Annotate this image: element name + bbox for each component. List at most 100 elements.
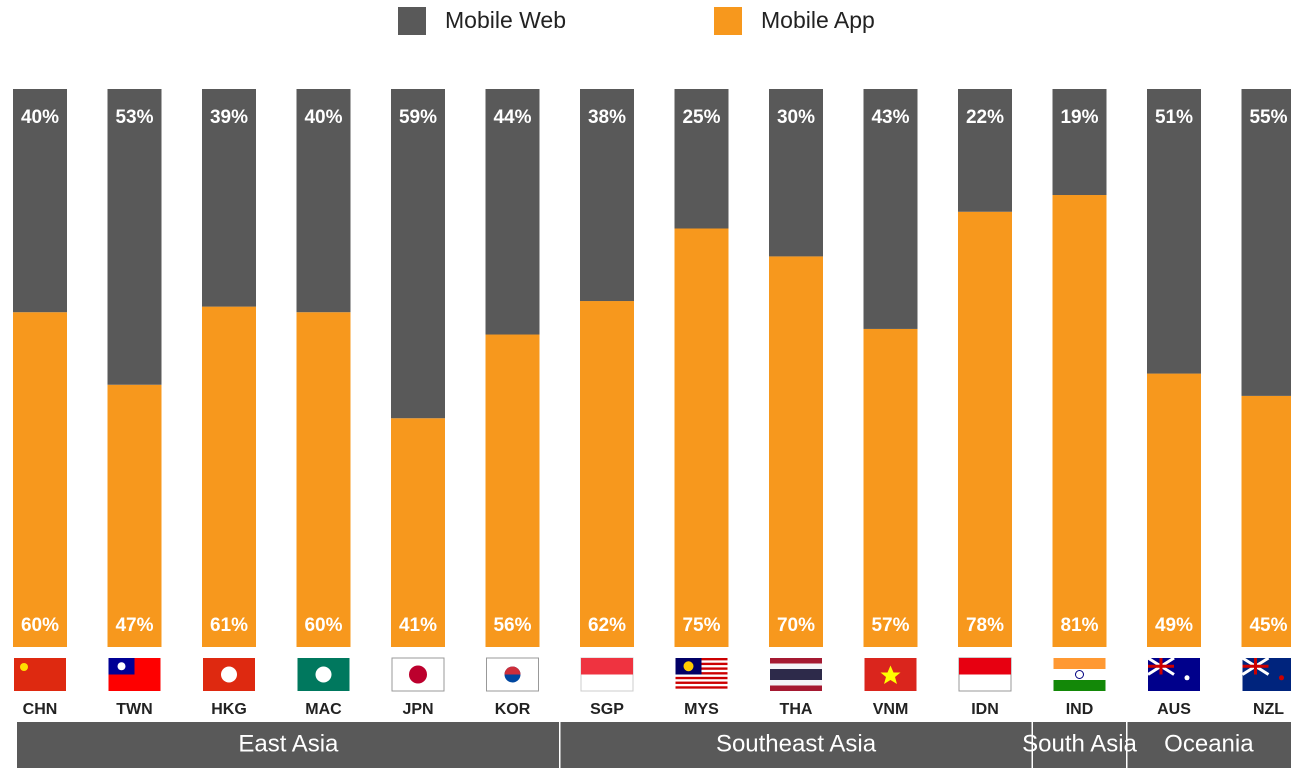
value-label: 25%	[682, 107, 720, 128]
bar-segment	[1147, 89, 1201, 374]
flag	[1279, 675, 1284, 681]
bar-segment	[1147, 373, 1201, 647]
category-label: IDN	[971, 701, 999, 718]
flag	[675, 676, 728, 680]
flag	[1053, 680, 1106, 691]
flag	[959, 658, 1011, 675]
flag	[20, 663, 28, 671]
flag	[1053, 658, 1106, 669]
bar-segment	[485, 89, 540, 335]
bar-segment	[863, 328, 918, 647]
bar-segment	[1241, 89, 1291, 396]
value-label: 60%	[21, 615, 59, 636]
flag	[315, 666, 332, 683]
bar-segment	[13, 89, 67, 313]
flag	[117, 662, 126, 671]
bar-segment	[674, 89, 729, 229]
bar-segment	[958, 89, 1012, 212]
value-label: 59%	[399, 107, 437, 128]
category-label: JPN	[402, 701, 433, 718]
bar-segment	[13, 312, 67, 647]
value-label: 43%	[871, 107, 909, 128]
value-label: 49%	[1155, 615, 1193, 636]
region-label: East Asia	[238, 730, 339, 757]
bar-segment	[391, 418, 445, 647]
legend-label: Mobile Web	[445, 7, 566, 33]
flag	[581, 658, 633, 675]
flag	[683, 661, 694, 672]
flag	[880, 665, 901, 684]
region-label: Southeast Asia	[716, 730, 877, 757]
category-label: IND	[1066, 701, 1094, 718]
bar-segment	[202, 306, 256, 647]
bar-segment	[958, 211, 1012, 647]
category-label: SGP	[590, 701, 624, 718]
category-label: KOR	[495, 701, 531, 718]
bar-segment	[296, 89, 351, 313]
bar-segment	[107, 384, 162, 647]
category-label: VNM	[873, 701, 909, 718]
bar-segment	[863, 89, 918, 329]
category-label: THA	[780, 701, 813, 718]
value-label: 45%	[1249, 615, 1287, 636]
bar-segment	[580, 89, 634, 302]
flag	[1242, 658, 1269, 675]
flag	[675, 686, 728, 689]
value-label: 40%	[21, 107, 59, 128]
value-label: 30%	[777, 107, 815, 128]
bar-segment	[296, 312, 351, 647]
value-label: 40%	[304, 107, 342, 128]
category-label: CHN	[23, 701, 58, 718]
flag	[1148, 658, 1174, 675]
bar-segment	[769, 89, 823, 257]
legend-swatch	[714, 7, 742, 35]
flag	[675, 681, 728, 684]
category-label: MYS	[684, 701, 719, 718]
bar-segment	[769, 256, 823, 647]
bar-segment	[202, 89, 256, 307]
flag	[770, 669, 822, 680]
flag	[221, 666, 237, 683]
bar-segment	[1241, 395, 1291, 647]
value-label: 78%	[966, 615, 1004, 636]
flag	[409, 665, 427, 684]
category-label: NZL	[1253, 701, 1284, 718]
value-label: 70%	[777, 615, 815, 636]
legend-swatch	[398, 7, 426, 35]
bar-segment	[1052, 89, 1107, 196]
legend-label: Mobile App	[761, 7, 875, 33]
value-label: 39%	[210, 107, 248, 128]
flag	[14, 658, 66, 691]
value-label: 41%	[399, 615, 437, 636]
value-label: 38%	[588, 107, 626, 128]
category-label: HKG	[211, 701, 247, 718]
category-label: TWN	[116, 701, 152, 718]
bar-segment	[485, 334, 540, 647]
value-label: 55%	[1249, 107, 1287, 128]
bar-segment	[674, 228, 729, 647]
value-label: 51%	[1155, 107, 1193, 128]
value-label: 19%	[1060, 107, 1098, 128]
value-label: 81%	[1060, 615, 1098, 636]
region-label: South Asia	[1022, 730, 1137, 757]
bar-segment	[580, 301, 634, 647]
flag	[1184, 675, 1190, 681]
value-label: 44%	[493, 107, 531, 128]
region-band	[17, 722, 1291, 768]
value-label: 53%	[115, 107, 153, 128]
value-label: 56%	[493, 615, 531, 636]
value-label: 60%	[304, 615, 342, 636]
flag	[1075, 670, 1084, 679]
value-label: 61%	[210, 615, 248, 636]
flag	[504, 666, 521, 675]
value-label: 62%	[588, 615, 626, 636]
category-label: AUS	[1157, 701, 1191, 718]
bar-segment	[107, 89, 162, 385]
bar-segment	[1052, 195, 1107, 647]
value-label: 47%	[115, 615, 153, 636]
value-label: 57%	[871, 615, 909, 636]
value-label: 75%	[682, 615, 720, 636]
region-label: Oceania	[1164, 730, 1254, 757]
category-label: MAC	[305, 701, 342, 718]
